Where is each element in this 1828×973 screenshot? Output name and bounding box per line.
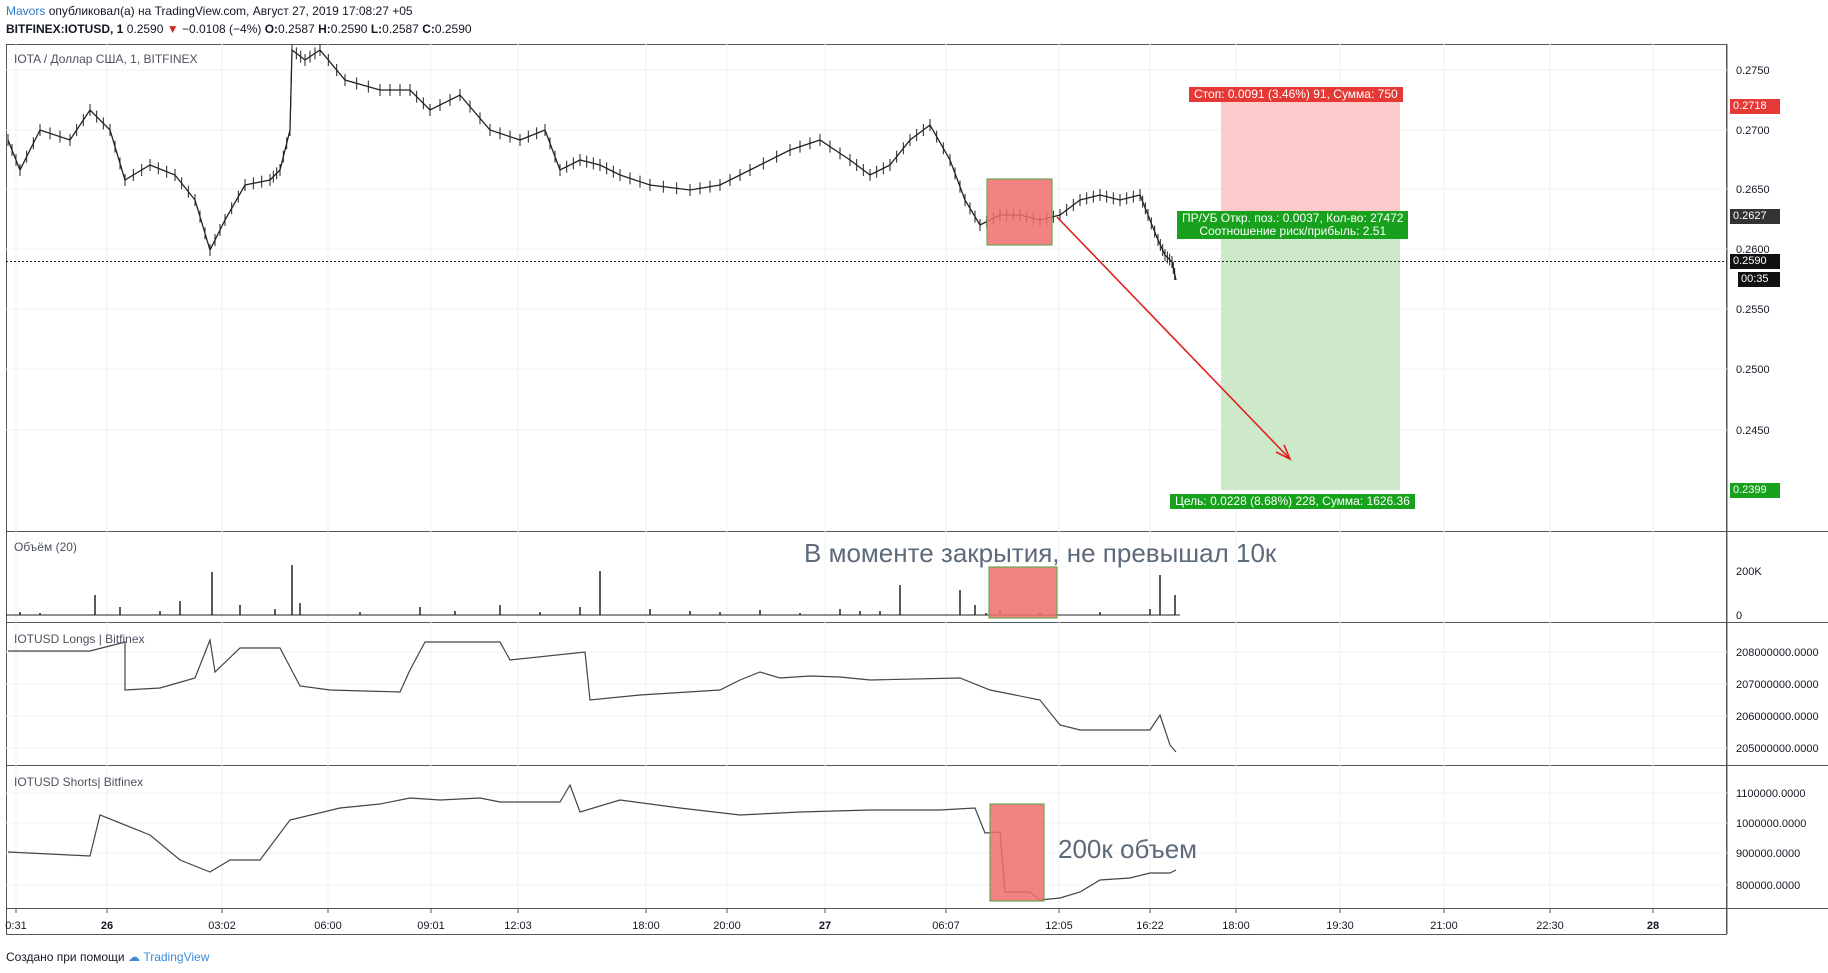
longs-series-line xyxy=(8,637,1177,753)
position-zones xyxy=(1221,96,1400,490)
shorts-line xyxy=(7,783,1177,901)
time-axis-label: 20:00 xyxy=(713,920,741,932)
time-axis-label: 03:02 xyxy=(208,920,236,932)
price-pane-title: IOTA / Доллар США, 1, BITFINEX xyxy=(14,52,198,66)
ohlc-legend: BITFINEX:IOTUSD, 1 0.2590 ▼ −0.0108 (−4%… xyxy=(6,22,472,36)
volume-annotation: В моменте закрытия, не превышал 10к xyxy=(804,538,1277,568)
shorts-annotation: 200к объем xyxy=(1058,834,1198,864)
stop-label[interactable]: Стоп: 0.0091 (3.46%) 91, Сумма: 750 xyxy=(1189,87,1403,102)
time-axis-label: 18:00 xyxy=(632,920,660,932)
shorts-series-line xyxy=(7,783,1177,901)
longs-axis-label: 205000000.0000 xyxy=(1736,743,1819,755)
time-axis-label: 09:01 xyxy=(417,920,445,932)
arrow-head-icon xyxy=(1275,444,1292,461)
open-value: 0.2587 xyxy=(278,22,315,36)
trend-arrow[interactable] xyxy=(1056,216,1291,460)
published-text: опубликовал(а) на TradingView.com, Авгус… xyxy=(48,4,413,18)
price-axis-label: 0.2450 xyxy=(1736,425,1770,437)
grid-lines xyxy=(6,44,1727,908)
volume-highlight-box xyxy=(988,566,1058,619)
volume-axis-label: 0 xyxy=(1736,610,1742,622)
time-axis-label: 0:31 xyxy=(5,920,26,932)
time-axis-label: 28 xyxy=(1647,920,1659,932)
volume-pane-title: Объём (20) xyxy=(14,540,77,554)
time-axis-label: 21:00 xyxy=(1430,920,1458,932)
pl-label[interactable]: ПР/УБ Откр. поз.: 0.0037, Кол-во: 27472 … xyxy=(1177,211,1409,239)
last-price: 0.2590 xyxy=(126,22,164,36)
shorts-pane-title: IOTUSD Shorts| Bitfinex xyxy=(14,775,144,789)
chart-frame xyxy=(6,44,1727,935)
publish-info: Mavors опубликовал(а) на TradingView.com… xyxy=(6,4,413,18)
shorts-axis-label: 900000.0000 xyxy=(1736,848,1800,860)
axis-labels: 0.2750 0.2700 0.2650 0.2600 0.2550 0.2500 0.24… xyxy=(5,65,1818,932)
close-value: 0.2590 xyxy=(434,22,472,36)
time-axis-label: 12:03 xyxy=(504,920,532,932)
price-axis-label: 0.2600 xyxy=(1736,244,1770,256)
longs-axis-label: 207000000.0000 xyxy=(1736,679,1819,691)
tradingview-logo-icon[interactable]: ☁ xyxy=(127,950,140,964)
volume-bars xyxy=(6,565,1180,616)
volume-axis-label: 200K xyxy=(1736,566,1762,578)
time-axis-label: 16:22 xyxy=(1136,920,1164,932)
change-value: −0.0108 (−4%) xyxy=(181,22,262,36)
down-triangle-icon: ▼ xyxy=(166,22,179,36)
high-value: 0.2590 xyxy=(330,22,368,36)
symbol-label: BITFINEX:IOTUSD, 1 xyxy=(6,22,124,36)
shorts-axis-label: 800000.0000 xyxy=(1736,880,1800,892)
tradingview-brand[interactable]: TradingView xyxy=(143,950,210,964)
author-link[interactable]: Mavors xyxy=(6,4,46,18)
stop-zone xyxy=(1221,96,1400,220)
highlight-boxes xyxy=(986,178,1058,902)
time-axis-label: 06:00 xyxy=(314,920,342,932)
countdown-tag: 00:35 xyxy=(1738,272,1780,287)
price-axis-label: 0.2750 xyxy=(1736,65,1770,77)
time-axis-label: 27 xyxy=(819,920,831,932)
footer: Создано при помощи ☁ TradingView xyxy=(6,950,209,964)
longs-pane-title: IOTUSD Longs | Bitfinex xyxy=(14,632,145,646)
longs-axis-label: 206000000.0000 xyxy=(1736,711,1819,723)
longs-axis-label: 208000000.0000 xyxy=(1736,647,1819,659)
entry-price-tag: 0.2627 xyxy=(1730,209,1780,224)
price-axis-label: 0.2500 xyxy=(1736,364,1770,376)
created-with-text: Создано при помощи xyxy=(6,950,125,964)
price-highlight-box xyxy=(986,178,1053,246)
stop-price-tag: 0.2718 xyxy=(1730,99,1780,114)
longs-line xyxy=(8,637,1177,753)
shorts-axis-label: 1100000.0000 xyxy=(1736,788,1806,800)
price-axis-label: 0.2550 xyxy=(1736,304,1770,316)
low-value: 0.2587 xyxy=(382,22,419,36)
time-axis-label: 12:05 xyxy=(1045,920,1073,932)
time-axis-label: 26 xyxy=(101,920,113,932)
target-zone xyxy=(1221,220,1400,490)
time-axis-label: 06:07 xyxy=(932,920,960,932)
target-label[interactable]: Цель: 0.0228 (8.68%) 228, Сумма: 1626.36 xyxy=(1170,494,1415,509)
time-axis-label: 18:00 xyxy=(1222,920,1250,932)
target-price-tag: 0.2399 xyxy=(1730,483,1780,498)
shorts-highlight-box xyxy=(989,803,1045,902)
price-axis-label: 0.2650 xyxy=(1736,184,1770,196)
time-axis-label: 22:30 xyxy=(1536,920,1564,932)
shorts-axis-label: 1000000.0000 xyxy=(1736,818,1806,830)
price-axis-label: 0.2700 xyxy=(1736,125,1770,137)
time-axis-label: 19:30 xyxy=(1326,920,1354,932)
current-price-tag: 0.2590 xyxy=(1730,254,1780,269)
